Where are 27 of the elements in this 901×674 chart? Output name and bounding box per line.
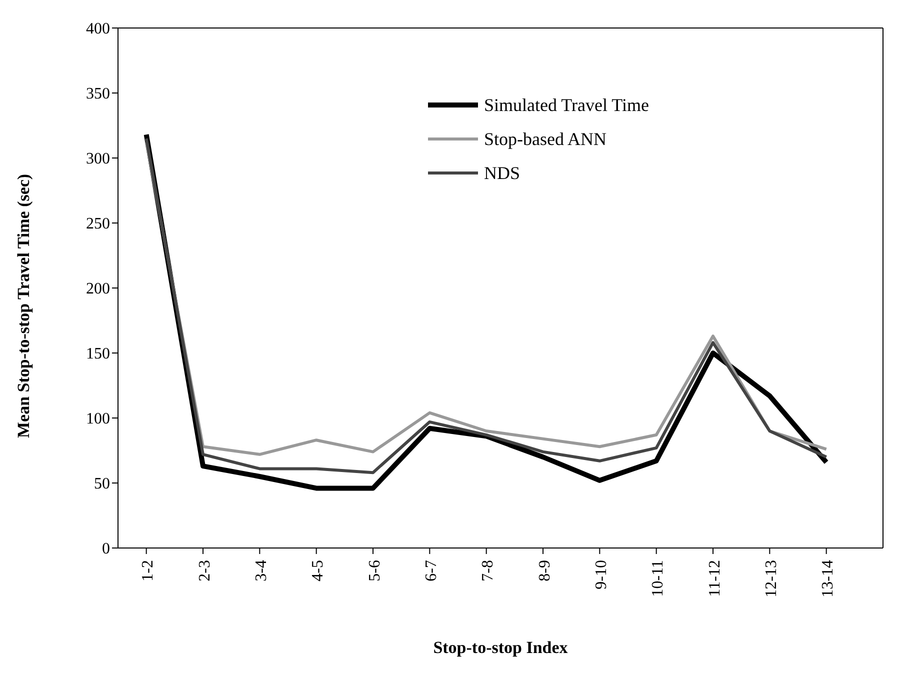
- x-tick-label: 7-8: [480, 560, 497, 582]
- y-tick-label: 100: [86, 410, 110, 428]
- y-tick-label: 350: [86, 86, 110, 103]
- x-tick-label: 3-4: [253, 560, 270, 582]
- x-tick-label: 5-6: [366, 560, 384, 582]
- x-tick-label: 6-7: [423, 560, 440, 582]
- y-tick-label: 200: [86, 280, 110, 298]
- x-tick-label: 12-13: [763, 560, 780, 598]
- y-tick-label: 400: [86, 20, 110, 38]
- x-tick-label: 13-14: [820, 560, 837, 598]
- y-tick-label: 300: [86, 150, 110, 168]
- y-axis-title: Mean Stop-to-stop Travel Time (sec): [14, 174, 34, 438]
- legend-label: NDS: [484, 162, 520, 184]
- x-tick-label: 8-9: [536, 560, 554, 582]
- y-tick-label: 50: [94, 476, 110, 493]
- x-tick-label: 1-2: [140, 560, 157, 582]
- x-tick-label: 4-5: [310, 560, 327, 582]
- x-axis-title: Stop-to-stop Index: [433, 638, 568, 657]
- y-tick-label: 250: [86, 216, 110, 233]
- legend-label: Stop-based ANN: [484, 128, 606, 150]
- x-tick-label: 11-12: [706, 560, 724, 597]
- x-tick-label: 10-11: [650, 560, 667, 597]
- y-tick-label: 150: [86, 346, 110, 363]
- x-tick-label: 9-10: [593, 560, 610, 590]
- legend-label: Simulated Travel Time: [484, 94, 650, 116]
- x-tick-label: 2-3: [196, 560, 214, 582]
- y-tick-label: 0: [102, 540, 110, 558]
